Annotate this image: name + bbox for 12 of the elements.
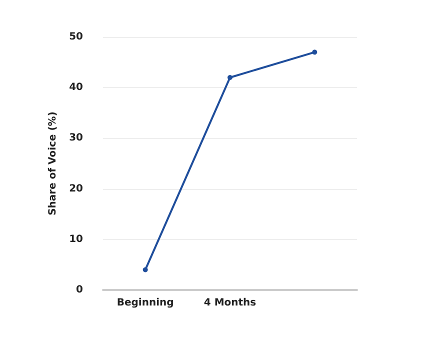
- y-tick-label: 40: [69, 82, 84, 94]
- y-tick-label: 0: [76, 284, 84, 296]
- point: [312, 50, 318, 55]
- y-tick-label: 10: [69, 234, 84, 245]
- y-axis-title: Share of Voice (%): [48, 112, 59, 216]
- point: [228, 74, 232, 80]
- x-tick-label: Beginning: [116, 298, 174, 308]
- point: [142, 267, 148, 272]
- y-tick-label: 30: [69, 132, 84, 144]
- y-tick-label: 50: [69, 32, 84, 42]
- y-tick-label: 20: [69, 183, 84, 194]
- x-tick-label: 4 Months: [204, 298, 256, 308]
